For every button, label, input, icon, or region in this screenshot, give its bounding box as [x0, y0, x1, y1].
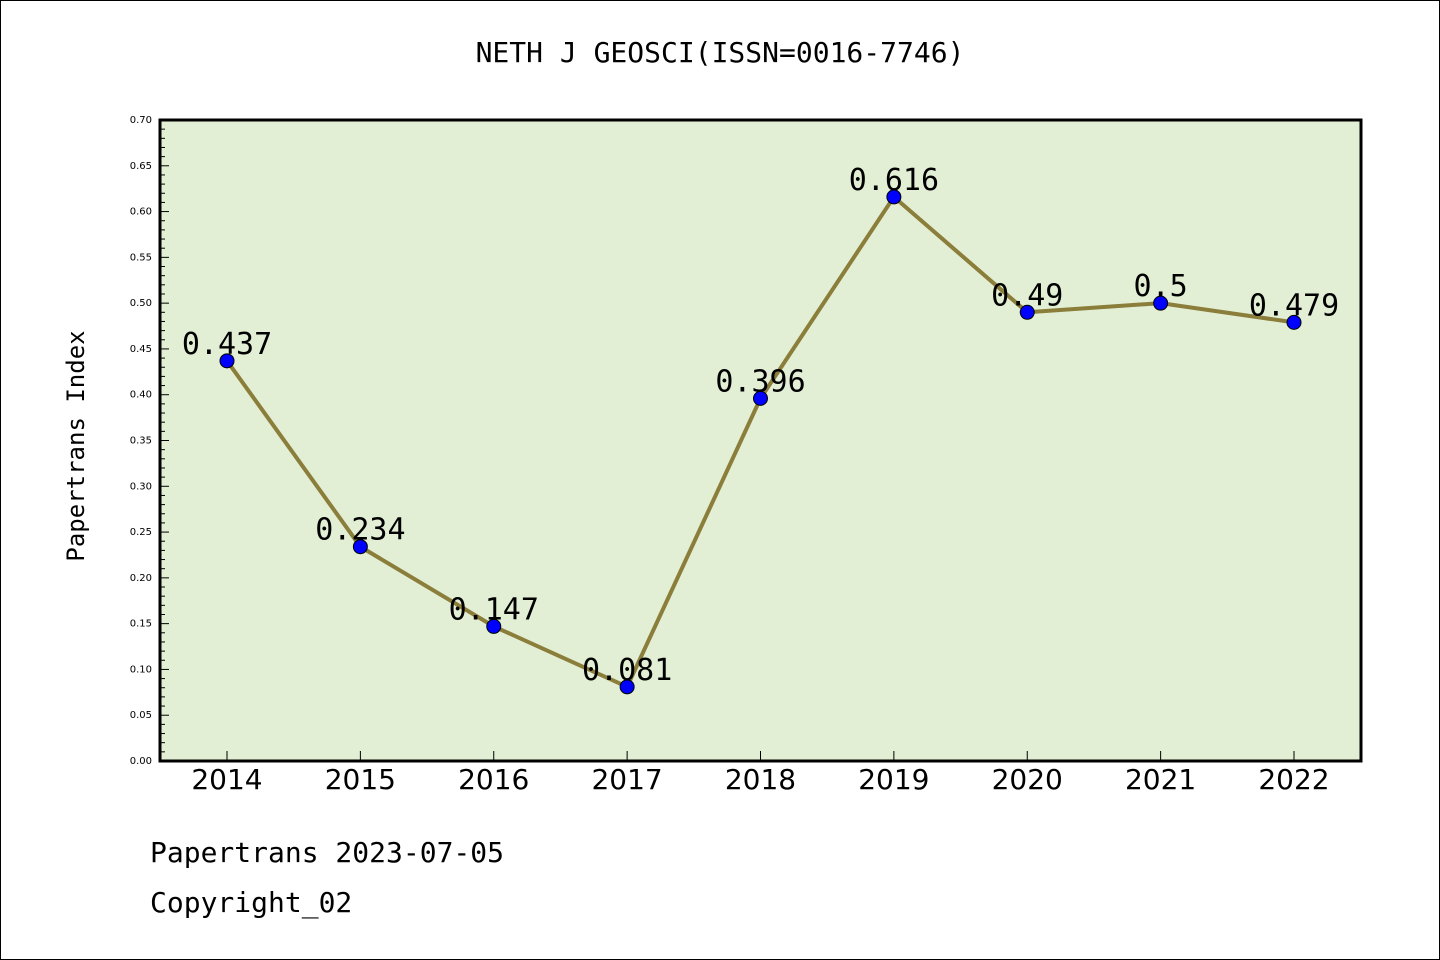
chart-title: NETH J GEOSCI(ISSN=0016-7746): [475, 36, 965, 69]
y-tick-label: 0.40: [130, 390, 152, 401]
data-point: [486, 618, 502, 634]
x-tick-label: 2014: [191, 763, 262, 796]
data-markers: [219, 189, 1302, 695]
plot-border: [158, 118, 1363, 763]
data-point: [619, 679, 635, 695]
y-tick-label: 0.00: [130, 756, 152, 767]
data-labels: 0.437 0.234 0.147 0.081 0.396 0.616 0.49 0.5 0.4…: [182, 163, 1339, 688]
footer-copyright: Copyright_02: [150, 886, 353, 919]
y-tick-label: 0.25: [130, 527, 152, 538]
data-label: 0.616: [849, 163, 939, 198]
y-tick-label: 0.30: [130, 481, 152, 492]
y-tick-label: 0.10: [130, 664, 152, 675]
x-tick-label: 2020: [992, 763, 1063, 796]
x-axis-ticks: 2014 2015 2016 2017 2018 2019 2020 2021 2022: [191, 751, 1330, 796]
data-label: 0.49: [991, 278, 1063, 313]
y-tick-label: 0.35: [130, 436, 152, 447]
x-tick-label: 2022: [1258, 763, 1329, 796]
data-point: [352, 539, 368, 555]
data-point: [1153, 295, 1169, 311]
data-point: [1019, 304, 1035, 320]
y-tick-label: 0.15: [130, 619, 152, 630]
y-tick-label: 0.20: [130, 573, 152, 584]
x-tick-label: 2016: [458, 763, 529, 796]
x-tick-label: 2018: [725, 763, 796, 796]
data-label: 0.5: [1134, 269, 1188, 304]
x-tick-label: 2017: [591, 763, 662, 796]
plot-area: [160, 120, 1361, 761]
x-tick-label: 2019: [858, 763, 929, 796]
x-tick-label: 2021: [1125, 763, 1196, 796]
data-label: 0.234: [315, 513, 405, 548]
y-tick-label: 0.05: [130, 710, 152, 721]
y-tick-label: 0.55: [130, 252, 152, 263]
data-label: 0.437: [182, 327, 272, 362]
data-point: [753, 390, 768, 406]
y-tick-label: 0.45: [130, 344, 152, 355]
footer-date: Papertrans 2023-07-05: [150, 836, 505, 869]
data-label: 0.396: [715, 364, 805, 399]
data-point: [219, 353, 235, 369]
data-label: 0.081: [582, 653, 672, 688]
x-tick-label: 2015: [325, 763, 396, 796]
y-tick-label: 0.65: [130, 161, 152, 172]
data-point: [886, 189, 902, 205]
data-label: 0.479: [1249, 288, 1339, 323]
data-point: [1286, 314, 1302, 330]
data-label: 0.147: [449, 592, 539, 627]
y-tick-label: 0.60: [130, 207, 152, 218]
y-tick-label: 0.50: [130, 298, 152, 309]
y-tick-label: 0.70: [130, 115, 152, 126]
